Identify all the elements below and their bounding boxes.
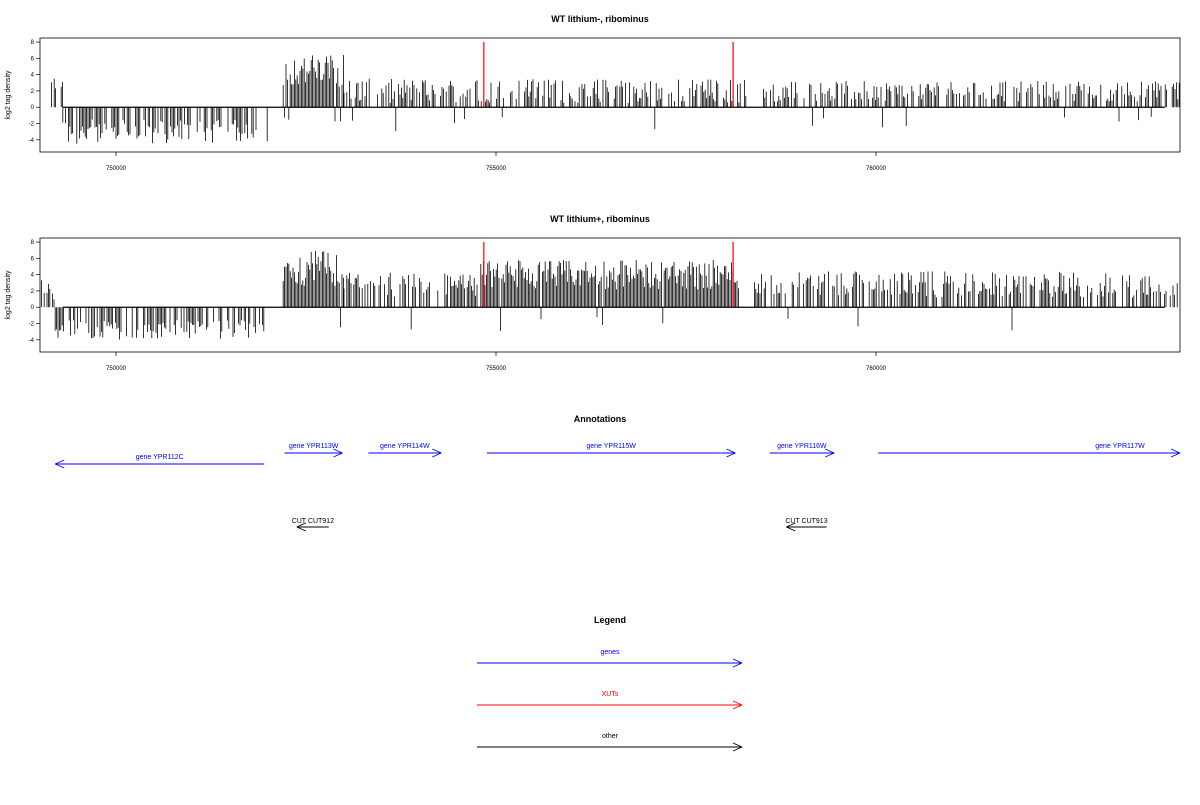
y-tick-label: -4	[29, 338, 35, 344]
arrow-head	[296, 522, 307, 528]
gene-annotation	[769, 448, 835, 458]
arrow-head	[825, 452, 835, 458]
annotations-panel: Annotations gene YPR112C gene YPR113W gene …	[55, 414, 1181, 532]
chart-title: WT lithium-, ribominus	[551, 14, 649, 24]
arrow-head	[1170, 452, 1181, 458]
y-tick-label: 6	[31, 256, 35, 262]
cut-annotation	[786, 522, 827, 532]
arrow-head	[55, 459, 65, 465]
gene-label: gene YPR113W	[289, 443, 339, 450]
x-tick-label: 760000	[866, 166, 887, 172]
gene-label: gene YPR114W	[380, 443, 430, 450]
gene-annotation	[284, 448, 343, 458]
legend-item-label: other	[602, 733, 619, 740]
chart-title: WT lithium+, ribominus	[550, 214, 650, 224]
gene-annotation	[878, 448, 1181, 458]
arrow-head	[432, 452, 442, 458]
legend-item-label: XUTs	[602, 691, 619, 698]
arrow-head	[825, 448, 835, 454]
arrow-head	[786, 522, 796, 528]
legend-arrow	[477, 742, 743, 752]
cut-label: CUT CUT913	[785, 518, 827, 525]
arrow-head	[732, 658, 743, 664]
y-tick-label: -2	[29, 322, 35, 328]
gene-annotation	[55, 459, 265, 469]
plot-frame	[39, 37, 1181, 153]
cut-annotation	[296, 522, 329, 532]
y-axis-label: log2 tag density	[5, 270, 12, 320]
plot-frame	[39, 237, 1181, 353]
legend: Legend genes XUTs other	[477, 615, 743, 752]
track-panel-1: WT lithium-, ribominus -4 -2 0 2 4 6 8 log2 tag …	[5, 14, 1181, 172]
arrow-head	[726, 452, 736, 458]
arrow-head	[726, 448, 736, 454]
density-bars	[41, 250, 1178, 340]
arrow-head	[1170, 448, 1181, 454]
density-bars	[51, 55, 1180, 144]
y-tick-label: 4	[31, 73, 35, 79]
arrow-head	[732, 704, 743, 710]
x-tick-label: 750000	[106, 366, 127, 372]
arrow-head	[432, 448, 442, 454]
y-tick-label: 0	[31, 305, 35, 311]
y-tick-label: 2	[31, 289, 35, 295]
x-tick-label: 755000	[486, 166, 507, 172]
y-tick-label: 4	[31, 273, 35, 279]
arrow-head	[296, 526, 307, 532]
y-tick-label: 6	[31, 56, 35, 62]
gene-label: gene YPR116W	[777, 443, 827, 450]
track-panel-2: WT lithium+, ribominus -4 -2 0 2 4 6 8 log2 tag …	[5, 214, 1181, 372]
gene-annotation	[368, 448, 442, 458]
arrow-head	[55, 463, 65, 469]
gene-label: gene YPR117W	[1095, 443, 1145, 450]
y-tick-label: 8	[31, 240, 35, 246]
x-tick-label: 760000	[866, 366, 887, 372]
arrow-head	[732, 700, 743, 706]
y-tick-label: 2	[31, 89, 35, 95]
arrow-head	[732, 746, 743, 752]
arrow-head	[732, 742, 743, 748]
legend-arrow	[477, 658, 743, 668]
y-tick-label: -2	[29, 122, 35, 128]
legend-arrow	[477, 700, 743, 710]
arrow-head	[333, 448, 343, 454]
gene-label: gene YPR112C	[136, 454, 184, 461]
x-tick-label: 750000	[106, 166, 127, 172]
gene-label: gene YPR115W	[586, 443, 636, 450]
legend-title: Legend	[594, 615, 626, 625]
y-axis-label: log2 tag density	[5, 70, 12, 120]
cut-label: CUT CUT912	[292, 518, 334, 525]
gene-annotation	[486, 448, 736, 458]
y-tick-label: 0	[31, 105, 35, 111]
y-tick-label: -4	[29, 138, 35, 144]
arrow-head	[333, 452, 343, 458]
legend-item-label: genes	[600, 649, 620, 656]
annotations-title: Annotations	[574, 414, 627, 424]
x-tick-label: 755000	[486, 366, 507, 372]
arrow-head	[732, 662, 743, 668]
arrow-head	[786, 526, 796, 532]
y-tick-label: 8	[31, 40, 35, 46]
